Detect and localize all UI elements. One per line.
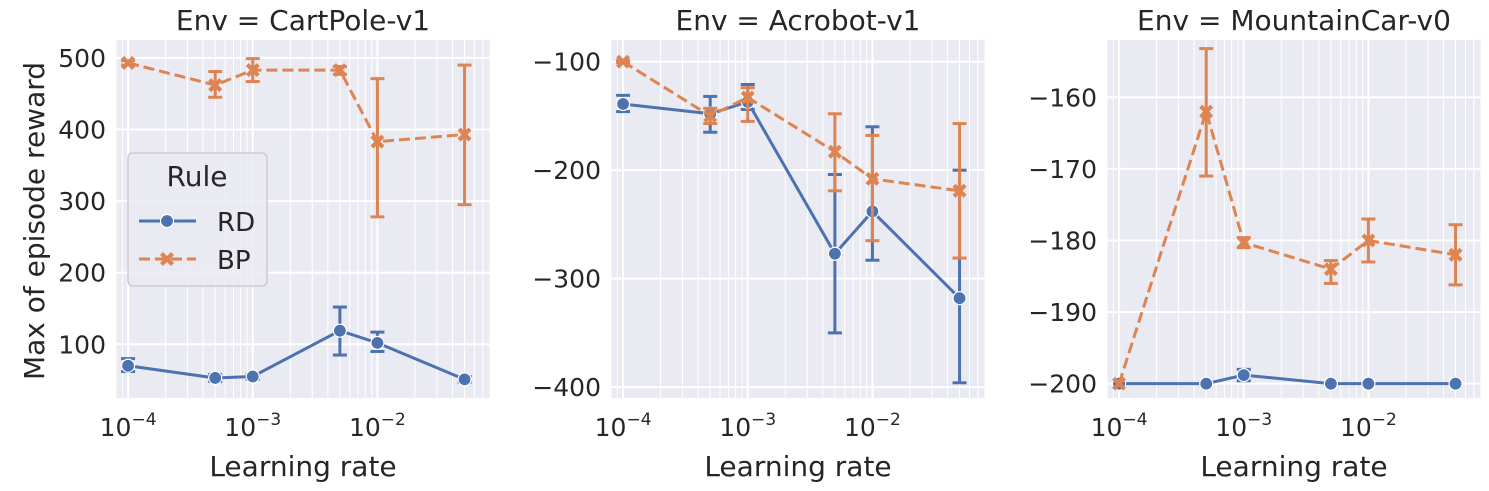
legend-title: Rule [167,160,228,193]
y-tick-label: −170 [1028,155,1097,184]
legend-label-BP: BP [217,246,251,276]
x-tick-label: 10−3 [1215,410,1272,442]
y-tick-label: −200 [532,156,601,185]
data-point-RD [827,246,842,261]
data-point-BP [952,183,967,198]
series-line-BP [622,60,960,193]
data-point-BP [1361,233,1376,248]
data-point-BP [865,171,880,186]
plot-background [611,40,985,398]
y-tick-label: −200 [1028,370,1097,399]
series-line-RD [1119,373,1456,386]
x-tick-label: 10−4 [100,410,157,442]
x-tick-label: 10−2 [1340,410,1397,442]
data-point-BP [121,55,136,70]
data-point-BP [1323,262,1338,277]
data-point-RD [208,370,223,386]
plot-background [1107,40,1481,398]
legend: Rule RD BP [127,152,268,287]
data-point-RD [120,358,136,373]
legend-marker-RD [159,213,175,229]
chart-panel-3: 10−4 10−3 10−2 −160 −170 −180 −190 −200 Env = Mo… [1028,4,1482,483]
legend-label-RD: RD [217,208,255,238]
data-point-RD [332,323,347,338]
x-tick-label: 10−3 [719,410,776,442]
data-point-RD [1448,376,1463,391]
series-RD [120,305,472,387]
series-BP [121,55,472,219]
y-tick-label: 300 [58,187,106,216]
data-point-BP [370,134,385,149]
y-tick-label: −180 [1028,226,1097,255]
data-point-BP [703,108,718,123]
x-axis-label: Learning rate [1200,450,1387,483]
y-axis-label: Max of episode reward [18,62,51,380]
x-tick-label: 10−4 [1091,410,1148,442]
y-tick-label: 100 [58,330,106,359]
series-line-RD [127,329,466,381]
x-axis-label: Learning rate [704,450,891,483]
data-point-BP [1236,235,1251,250]
data-point-RD [245,369,260,384]
series-BP [616,54,967,260]
series-line-RD [622,100,961,300]
y-tick-label: 500 [58,44,106,73]
chart-title: Env = CartPole-v1 [176,4,430,37]
data-point-RD [1236,367,1251,383]
data-point-BP [827,144,842,159]
chart-panel-1: 10−4 10−3 10−2 100 200 300 400 500 Env = CartPol… [58,4,491,483]
y-tick-label: −100 [532,48,601,77]
chart-panel-2: 10−4 10−3 10−2 −100 −200 −300 −400 Env = Acrobo… [532,4,986,483]
data-point-RD [1199,376,1214,391]
series-BP [1112,47,1463,391]
data-point-RD [457,372,472,387]
chart-title: Env = Acrobot-v1 [676,4,921,37]
data-point-BP [332,63,347,78]
y-tick-label: 200 [58,259,106,288]
data-point-BP [1112,376,1127,391]
y-tick-label: 400 [58,116,106,145]
data-point-BP [1199,104,1214,119]
x-tick-label: 10−2 [844,410,901,442]
y-tick-label: −190 [1028,298,1097,327]
data-point-BP [616,54,631,69]
x-tick-label: 10−4 [595,410,652,442]
data-point-BP [1448,247,1463,262]
y-tick-label: −300 [532,265,601,294]
y-tick-label: −400 [532,373,601,402]
data-point-RD [370,335,385,350]
series-line-BP [127,61,465,144]
data-point-BP [740,90,755,105]
data-point-RD [615,96,631,112]
data-point-RD [1323,376,1338,391]
x-tick-label: 10−2 [349,410,406,442]
series-line-BP [1117,110,1456,385]
data-point-BP [245,63,260,78]
y-tick-label: −160 [1028,83,1097,112]
x-tick-label: 10−3 [224,410,281,442]
data-point-BP [457,127,472,142]
legend-marker-BP [160,252,174,266]
data-point-BP [208,78,223,93]
data-point-RD [952,291,967,306]
x-axis-label: Learning rate [209,450,396,483]
data-point-RD [1361,376,1376,391]
chart-title: Env = MountainCar-v0 [1137,4,1451,37]
